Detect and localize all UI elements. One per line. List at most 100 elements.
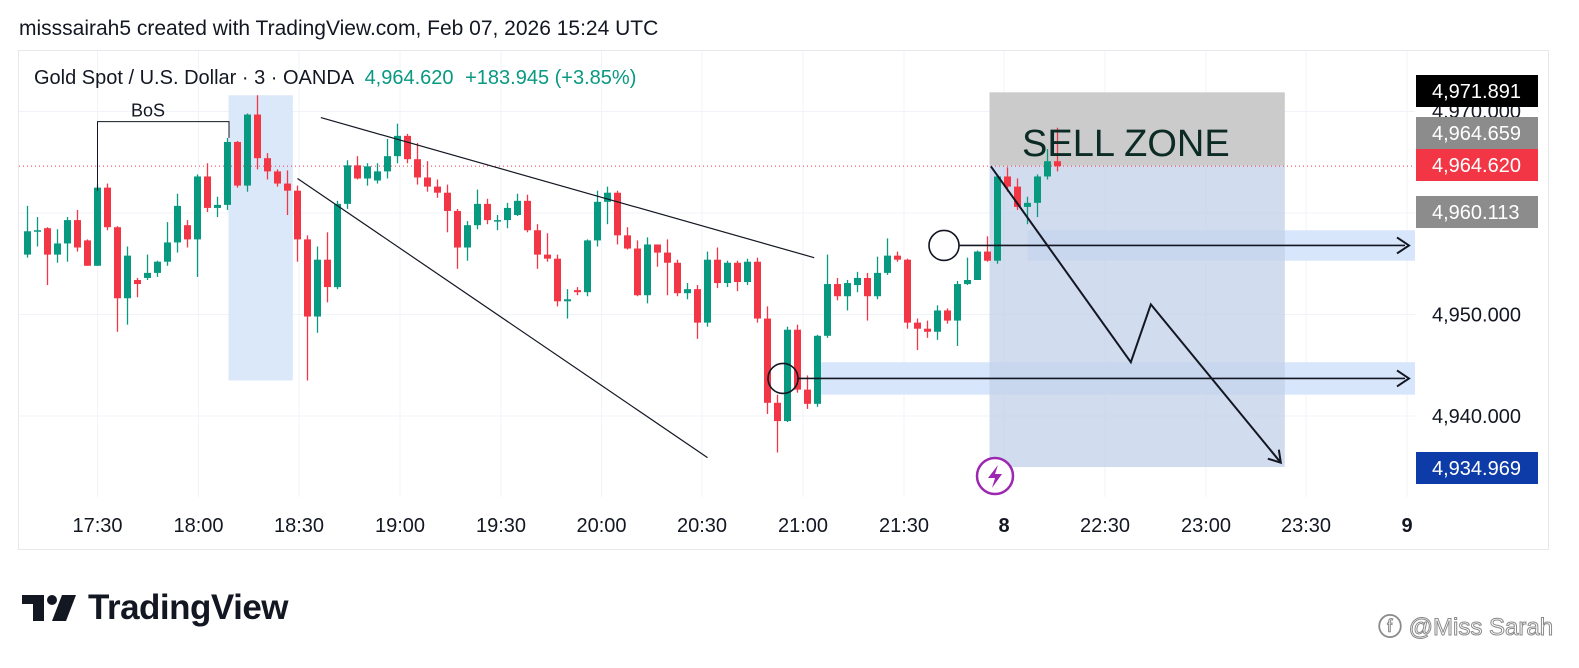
candle-body <box>1024 202 1031 207</box>
candle-body <box>674 262 681 294</box>
tradingview-logo-icon <box>22 595 76 621</box>
candle-body <box>644 244 651 296</box>
x-axis-tick-label: 19:00 <box>375 515 425 537</box>
candle-body <box>74 220 81 248</box>
candle-body <box>934 310 941 332</box>
candle-body <box>314 259 321 317</box>
drawing-layer: BoS SELL ZONE <box>97 101 1411 496</box>
candle-body <box>724 262 731 284</box>
sell-zone-box <box>989 92 1285 166</box>
price-badge <box>1416 452 1538 484</box>
candle-body <box>444 192 451 211</box>
candle-body <box>994 176 1001 261</box>
symbol-title: Gold Spot / U.S. Dollar · 3 · OANDA <box>34 67 353 89</box>
tradingview-logo[interactable]: TradingView <box>22 588 289 628</box>
x-axis-tick-label: 18:30 <box>274 515 324 537</box>
candle-body <box>714 259 721 284</box>
candle-body <box>834 284 841 297</box>
candle-body <box>384 156 391 172</box>
x-axis-tick-label: 18:00 <box>173 515 223 537</box>
wedge-trendline <box>297 177 708 459</box>
candle-body <box>584 240 591 293</box>
candle-body <box>184 225 191 240</box>
candle-body <box>754 261 761 319</box>
candle-body <box>344 165 351 204</box>
candle-body <box>914 322 921 329</box>
candle-body <box>214 204 221 208</box>
candle-body <box>744 261 751 283</box>
price-badge <box>1416 196 1538 228</box>
candle-body <box>84 240 91 266</box>
candle-body <box>374 171 381 181</box>
bos-bracket <box>97 121 230 191</box>
candle-body <box>864 277 871 297</box>
price-badge <box>1416 117 1538 149</box>
price-change-value: +183.945 (+3.85%) <box>465 67 637 89</box>
candle-body <box>54 243 61 255</box>
candle-body <box>204 176 211 208</box>
candle-body <box>1014 186 1021 207</box>
candle-body <box>544 254 551 259</box>
candle-body <box>424 177 431 187</box>
lightning-icon <box>988 465 1002 488</box>
candle-body <box>484 203 491 221</box>
x-axis-tick-label: 23:30 <box>1281 515 1331 537</box>
candle-body <box>844 283 851 297</box>
candle-body <box>624 235 631 249</box>
candle-body <box>104 187 111 228</box>
x-axis-tick-label: 21:00 <box>778 515 828 537</box>
chart-header-caption: misssairah5 created with TradingView.com… <box>19 17 659 40</box>
candle-body <box>764 318 771 403</box>
price-badge-label: 4,960.113 <box>1432 202 1520 224</box>
candle-body <box>494 220 501 222</box>
price-badge-label: 4,934.969 <box>1432 458 1521 480</box>
chart-panel[interactable] <box>18 50 1549 550</box>
candle-body <box>134 279 141 285</box>
candle-body <box>874 272 881 297</box>
candle-body <box>894 255 901 260</box>
candle-body <box>244 114 251 186</box>
candle-body <box>854 277 861 286</box>
x-axis-tick-label: 19:30 <box>476 515 526 537</box>
candle-body <box>1054 161 1061 167</box>
candle-body <box>264 158 271 172</box>
candle-body <box>34 230 41 232</box>
price-badge-label: 4,971.891 <box>1432 81 1521 103</box>
candle-body <box>734 262 741 283</box>
candle-body <box>354 165 361 179</box>
candle-body <box>44 228 51 255</box>
candle-body <box>234 141 241 186</box>
sell-zone-target-area <box>989 165 1285 468</box>
sell-zone-label: SELL ZONE <box>1022 123 1230 165</box>
x-axis-tick-label: 20:30 <box>677 515 727 537</box>
projection-path <box>990 165 1282 464</box>
candle-body <box>604 192 611 202</box>
candle-body <box>164 242 171 262</box>
candle-body <box>404 135 411 160</box>
candle-body <box>324 259 331 288</box>
candle-body <box>274 171 281 184</box>
x-axis-tick-label: 20:00 <box>576 515 626 537</box>
candle-body <box>304 239 311 317</box>
y-axis-tick-label: 4,940.000 <box>1432 406 1521 428</box>
candle-body <box>654 244 661 253</box>
candle-body <box>924 328 931 332</box>
brand-name: TradingView <box>88 588 289 627</box>
candle-body <box>804 389 811 404</box>
candle-body <box>414 159 421 178</box>
candle-body <box>154 261 161 273</box>
axis-layer: 17:30 18:00 18:30 19:00 19:30 20:00 20:30 21:00… <box>72 75 1538 537</box>
candle-body <box>534 230 541 255</box>
candle-body <box>454 210 461 248</box>
candle-body <box>94 187 101 266</box>
candle-body <box>114 227 121 299</box>
candle-body <box>294 190 301 240</box>
candle-body <box>394 135 401 157</box>
candle-body <box>944 310 951 321</box>
candle-body <box>174 205 181 243</box>
candle-body <box>634 248 641 296</box>
x-axis-tick-label: 21:30 <box>879 515 929 537</box>
support-circle-marker <box>928 229 960 262</box>
candle-body <box>194 176 201 240</box>
